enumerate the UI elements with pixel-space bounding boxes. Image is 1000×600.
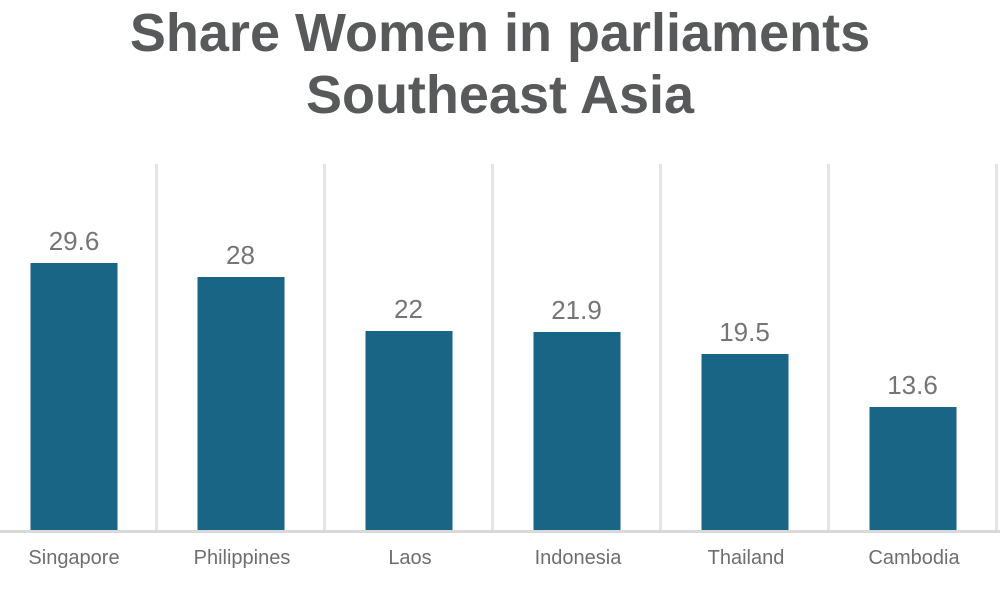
category-slot-laos: 22 xyxy=(326,164,494,530)
category-slot-philippines: 28 xyxy=(158,164,326,530)
chart-title-line-1: Share Women in parliaments xyxy=(129,3,871,63)
chart-title-line-2: Southeast Asia xyxy=(305,65,695,125)
x-label-singapore: Singapore xyxy=(28,547,120,569)
plot-area: 29.6 28 22 21.9 19.5 13.6 xyxy=(0,164,998,530)
bar-cambodia xyxy=(869,407,956,530)
category-slot-indonesia: 21.9 xyxy=(494,164,662,530)
chart-title: Share Women in parliaments Southeast Asi… xyxy=(0,2,1000,126)
value-label-laos: 22 xyxy=(394,294,423,324)
value-label-cambodia: 13.6 xyxy=(887,370,938,400)
bar-philippines xyxy=(197,277,284,530)
bar-singapore xyxy=(30,263,118,530)
category-slot-thailand: 19.5 xyxy=(662,164,830,530)
category-slot-cambodia: 13.6 xyxy=(830,164,998,530)
x-label-indonesia: Indonesia xyxy=(534,547,622,569)
category-slot-singapore: 29.6 xyxy=(0,164,158,530)
bar-laos xyxy=(365,331,452,530)
x-axis-labels: Singapore Philippines Laos Indonesia Thailan… xyxy=(0,533,998,570)
x-label-philippines: Philippines xyxy=(193,547,291,569)
bar-thailand xyxy=(701,354,788,530)
value-label-philippines: 28 xyxy=(226,240,255,270)
value-label-indonesia: 21.9 xyxy=(551,295,602,325)
x-label-cambodia: Cambodia xyxy=(868,547,960,569)
x-axis-line xyxy=(0,530,1000,533)
x-label-laos: Laos xyxy=(388,547,432,569)
x-label-thailand: Thailand xyxy=(707,547,785,569)
bar-indonesia xyxy=(533,332,620,530)
value-label-thailand: 19.5 xyxy=(719,317,770,347)
value-label-singapore: 29.6 xyxy=(48,226,100,256)
